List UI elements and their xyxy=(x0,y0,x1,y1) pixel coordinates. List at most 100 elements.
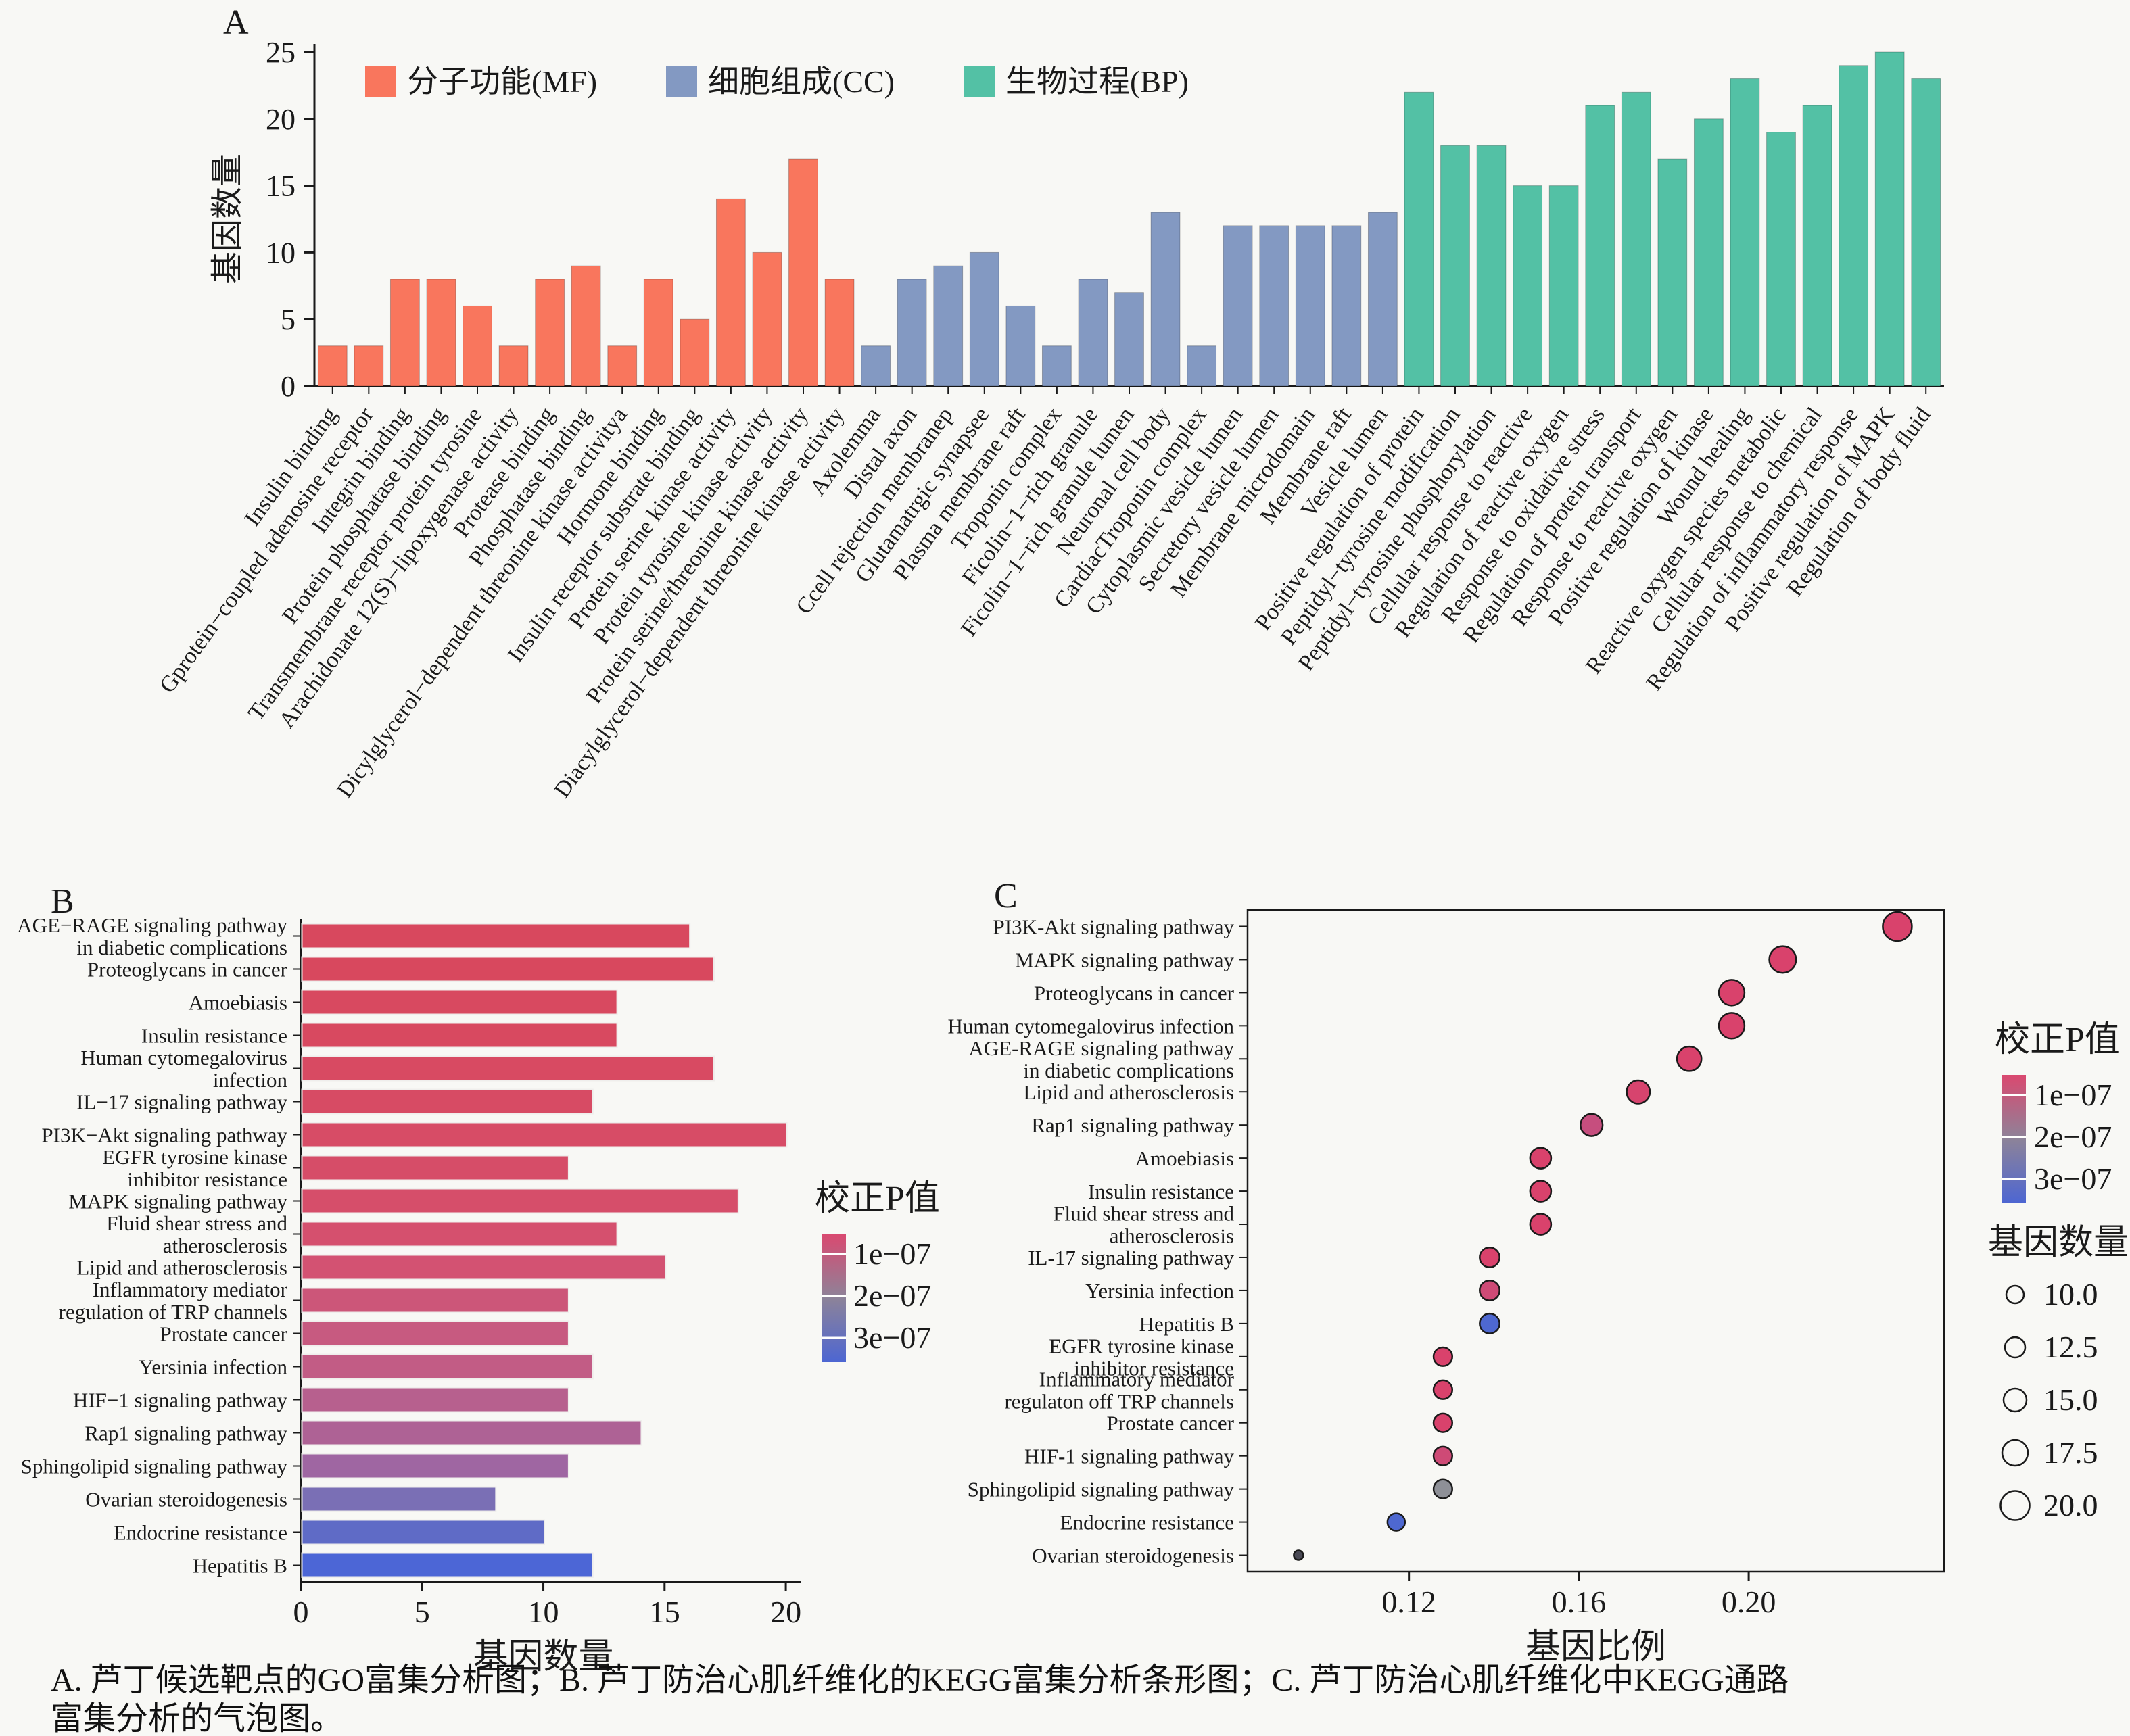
y-tick-label: atherosclerosis xyxy=(1110,1224,1234,1248)
y-tick-label: Prostate cancer xyxy=(1107,1412,1235,1435)
bar xyxy=(1802,105,1832,387)
y-tick-label: EGFR tyrosine kinase xyxy=(102,1145,287,1169)
x-tick-label: 20 xyxy=(770,1595,801,1629)
legend-swatch xyxy=(964,66,995,97)
p-legend-tick-label: 1e−07 xyxy=(853,1236,931,1271)
bar xyxy=(301,1287,569,1313)
data-point xyxy=(1479,1312,1500,1334)
p-legend-tick-label: 2e−07 xyxy=(2034,1119,2112,1154)
p-legend-colorbar xyxy=(822,1234,846,1362)
bar xyxy=(301,1353,594,1380)
bar xyxy=(301,923,691,949)
size-legend-label: 12.5 xyxy=(2043,1330,2098,1364)
y-tick-label: PI3K-Akt signaling pathway xyxy=(993,915,1235,938)
y-tick-label: Human cytomegalovirus infection xyxy=(947,1014,1234,1038)
bar xyxy=(317,345,348,387)
bar xyxy=(426,279,456,387)
y-tick-label: Ovarian steroidogenesis xyxy=(1032,1544,1234,1568)
y-tick-label: PI3K−Akt signaling pathway xyxy=(41,1124,287,1147)
size-legend-circle xyxy=(2005,1284,2025,1305)
bar xyxy=(752,251,782,387)
bar xyxy=(354,345,384,387)
data-point xyxy=(1432,1478,1454,1499)
y-tick-label: AGE-RAGE signaling pathway xyxy=(968,1036,1234,1060)
y-tick-label: Fluid shear stress and xyxy=(1053,1202,1234,1226)
size-legend-label: 10.0 xyxy=(2043,1277,2098,1311)
bar xyxy=(1440,145,1470,387)
y-tick-label: 10 xyxy=(266,236,295,269)
data-point xyxy=(1432,1412,1454,1433)
bar xyxy=(301,1088,594,1115)
p-legend-tick-label: 2e−07 xyxy=(853,1278,931,1313)
p-legend-tick-label: 3e−07 xyxy=(853,1320,931,1355)
y-tick-label: AGE−RAGE signaling pathway xyxy=(17,913,287,937)
p-legend-title: 校正P值 xyxy=(1995,1021,2120,1059)
p-legend-tick-label: 1e−07 xyxy=(2034,1078,2112,1112)
y-tick-label: 0 xyxy=(281,370,295,403)
bar xyxy=(301,1420,642,1446)
bar xyxy=(301,1254,667,1280)
bar xyxy=(301,1188,739,1214)
y-tick-label: Prostate cancer xyxy=(160,1322,288,1346)
bar xyxy=(301,1453,569,1479)
bar xyxy=(643,279,673,387)
bar xyxy=(788,158,818,387)
y-tick-label: Proteoglycans in cancer xyxy=(87,958,288,982)
bar xyxy=(607,345,638,387)
bar xyxy=(1259,225,1289,387)
data-point xyxy=(1676,1045,1703,1072)
bar xyxy=(571,265,601,387)
bar xyxy=(1839,65,1869,387)
y-tick-label: Ovarian steroidogenesis xyxy=(85,1488,287,1512)
bar xyxy=(1730,78,1760,387)
y-tick-label: Lipid and atherosclerosis xyxy=(76,1256,287,1280)
data-point xyxy=(1293,1549,1304,1561)
data-point xyxy=(1529,1180,1553,1203)
y-tick-label: inhibitor resistance xyxy=(127,1167,287,1191)
data-point xyxy=(1432,1379,1454,1400)
bar xyxy=(301,1486,497,1512)
y-tick-label: Yersinia infection xyxy=(1085,1279,1234,1303)
bar xyxy=(1476,145,1507,387)
bar xyxy=(301,1022,618,1048)
size-legend-circle xyxy=(2004,1336,2027,1359)
y-tick-label: in diabetic complications xyxy=(76,936,287,959)
bar xyxy=(301,1519,546,1545)
bar xyxy=(1693,118,1724,387)
bar xyxy=(1005,305,1036,387)
x-axis-title: 基因数量 xyxy=(473,1638,614,1677)
legend-label: 生物过程(BP) xyxy=(1005,64,1189,99)
size-legend-label: 15.0 xyxy=(2043,1382,2098,1417)
size-legend-circle xyxy=(2002,1387,2028,1413)
legend-label: 细胞组成(CC) xyxy=(708,64,895,99)
size-legend-circle xyxy=(2001,1439,2029,1467)
bar xyxy=(1766,132,1796,387)
data-point xyxy=(1580,1113,1604,1137)
bar xyxy=(969,251,999,387)
size-legend-label: 17.5 xyxy=(2043,1435,2098,1470)
bar xyxy=(715,198,746,387)
bar xyxy=(301,1387,569,1413)
bar xyxy=(1041,345,1072,387)
bar xyxy=(1150,212,1181,387)
x-tick-label: 10 xyxy=(528,1595,559,1629)
y-tick-label: 25 xyxy=(266,36,295,69)
panel-label-b: B xyxy=(51,882,74,921)
data-point xyxy=(1768,945,1797,974)
y-tick-label: in diabetic complications xyxy=(1023,1059,1234,1082)
y-tick-label: MAPK signaling pathway xyxy=(68,1190,287,1213)
x-axis-title: 基因比例 xyxy=(1525,1628,1666,1666)
figure-caption: A. 芦丁候选靶点的GO富集分析图；B. 芦丁防治心肌纤维化的KEGG富集分析条… xyxy=(51,1662,2106,1736)
y-axis-title: 基因数量 xyxy=(210,154,245,284)
y-tick-label: Hepatitis B xyxy=(1139,1312,1234,1336)
p-legend-title: 校正P值 xyxy=(815,1180,940,1218)
y-tick-label: Endocrine resistance xyxy=(114,1521,287,1545)
y-tick-label: Inflammatory mediator xyxy=(93,1278,288,1301)
data-point xyxy=(1626,1079,1651,1105)
y-tick-label: Inflammatory mediator xyxy=(1039,1367,1235,1391)
y-tick-label: Fluid shear stress and xyxy=(106,1211,287,1235)
bar xyxy=(1404,91,1434,387)
bar xyxy=(1874,51,1905,387)
data-point xyxy=(1386,1512,1406,1532)
